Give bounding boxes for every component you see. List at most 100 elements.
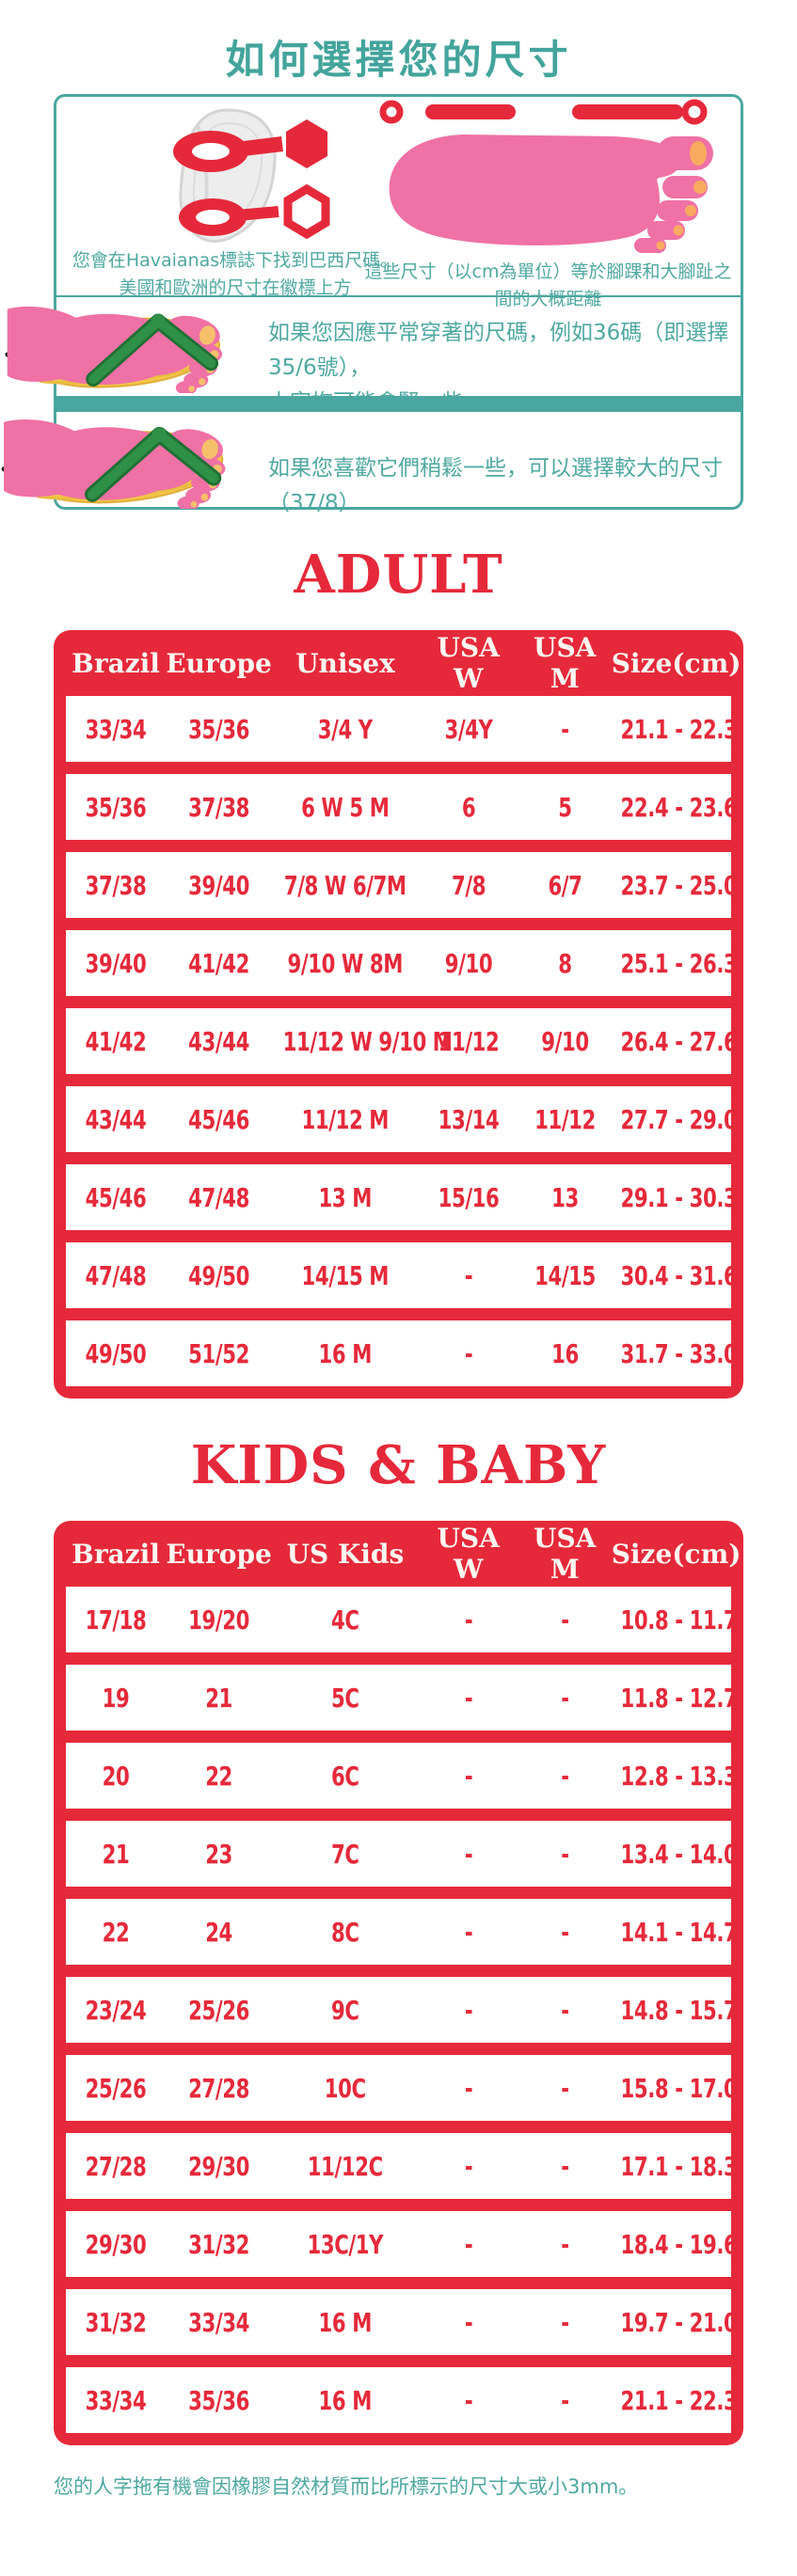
cell-usa-m: 16 — [550, 1337, 579, 1369]
cell-brazil: 22 — [102, 1916, 130, 1948]
table-row: 21 23 7C - - 13.4 - 14.0 — [66, 1821, 738, 1887]
kids-table-header: Brazil Europe US Kids USA W USA M Size(c… — [66, 1521, 741, 1587]
cell-usa-m: - — [561, 2384, 569, 2416]
cell-usa-m: 5 — [558, 791, 572, 823]
table-row: 47/48 49/50 14/15 M - 14/15 30.4 - 31.6 — [66, 1242, 738, 1308]
cell-size-cm: 30.4 - 31.6 — [620, 1259, 738, 1291]
cell-brazil: 43/44 — [85, 1103, 147, 1135]
table-row: 33/34 35/36 16 M - - 21.1 - 22.3 — [66, 2367, 737, 2433]
cell-usa-m: - — [561, 1916, 569, 1948]
cell-usa-w: 13/14 — [438, 1103, 500, 1135]
cell-usa-m: 14/15 — [534, 1259, 596, 1291]
cell-usa-m: 9/10 — [540, 1025, 589, 1057]
cell-europe: 22 — [205, 1760, 232, 1792]
cell-brazil: 25/26 — [85, 2072, 147, 2104]
cell-usa-w: - — [464, 2228, 473, 2260]
cell-europe: 43/44 — [188, 1025, 249, 1057]
cell-europe: 19/20 — [188, 1604, 249, 1636]
header-usa-w: USA W — [437, 1523, 500, 1585]
cell-europe: 35/36 — [188, 713, 249, 745]
table-row: 49/50 51/52 16 M - 16 31.7 - 33.0 — [66, 1320, 737, 1386]
cell-unisex: 11/12 W 9/10 M — [282, 1025, 453, 1057]
sole-magnifier-icon — [173, 108, 330, 243]
cell-usa-w: - — [464, 1337, 473, 1369]
cell-size-cm: 25.1 - 26.3 — [620, 947, 738, 979]
cell-usa-m: 13 — [550, 1181, 579, 1213]
header-usa-w: USA W — [437, 632, 500, 694]
cell-brazil: 21 — [102, 1838, 130, 1870]
table-row: 35/36 37/38 6 W 5 M 6 5 22.4 - 23.6 — [66, 774, 737, 840]
cell-brazil: 20 — [102, 1760, 130, 1792]
table-row: 29/30 31/32 13C/1Y - - 18.4 - 19.6 — [66, 2211, 737, 2277]
cell-europe: 24 — [205, 1916, 232, 1948]
cell-unisex: 13 M — [318, 1181, 373, 1213]
cell-usa-w: 15/16 — [438, 1181, 500, 1213]
how-to-choose-box: 您會在Havaianas標誌下找到巴西尺碼。 美國和歐洲的尺寸在徽標上方 這些尺… — [1, 94, 743, 515]
cell-size-cm: 17.1 - 18.3 — [620, 2150, 738, 2182]
cell-unisex: 9/10 W 8M — [287, 947, 404, 979]
header-brazil: Brazil — [72, 1538, 160, 1570]
divider-bar — [56, 396, 741, 412]
cell-europe: 21 — [205, 1682, 232, 1714]
cell-brazil: 23/24 — [85, 1994, 147, 2026]
sole-caption: 您會在Havaianas標誌下找到巴西尺碼。 美國和歐洲的尺寸在徽標上方 — [71, 247, 400, 303]
tight-fit-line1: 如果您因應平常穿著的尺碼，例如36碼（即選擇35/6號）， — [268, 321, 729, 380]
cell-usa-m: - — [561, 2228, 569, 2260]
table-row: 20 22 6C - - 12.8 - 13.3 — [66, 1743, 737, 1809]
cell-europe: 39/40 — [188, 869, 249, 901]
sole-caption-line2: 美國和歐洲的尺寸在徽標上方 — [119, 277, 352, 299]
table-row: 23/24 25/26 9C - - 14.8 - 15.7 — [66, 1977, 738, 2043]
cell-usa-m: - — [561, 1604, 569, 1636]
cell-size-cm: 27.7 - 29.0 — [620, 1103, 738, 1135]
cell-size-cm: 10.8 - 11.7 — [620, 1604, 738, 1636]
foot-measure-icon — [379, 99, 713, 253]
header-size-cm: Size(cm) — [611, 1538, 741, 1570]
table-row: 27/28 29/30 11/12C - - 17.1 - 18.3 — [66, 2133, 738, 2199]
cell-us-kids: 13C/1Y — [307, 2228, 384, 2260]
cell-usa-w: - — [464, 2384, 473, 2416]
foot-caption: 這些尺寸（以cm為單位）等於腳踝和大腳趾之間的大概距離 — [364, 261, 732, 310]
cell-europe: 45/46 — [188, 1103, 249, 1135]
cell-brazil: 31/32 — [85, 2306, 147, 2338]
cell-size-cm: 13.4 - 14.0 — [620, 1838, 738, 1870]
cell-size-cm: 14.8 - 15.7 — [620, 1994, 738, 2026]
cell-brazil: 37/38 — [85, 869, 147, 901]
cell-size-cm: 21.1 - 22.3 — [620, 713, 738, 745]
header-us-kids: US Kids — [286, 1538, 405, 1570]
cell-size-cm: 26.4 - 27.6 — [620, 1025, 738, 1057]
cell-usa-m: 8 — [558, 947, 572, 979]
table-row: 45/46 47/48 13 M 15/16 13 29.1 - 30.3 — [66, 1164, 737, 1230]
cell-us-kids: 8C — [331, 1916, 359, 1948]
cell-europe: 35/36 — [188, 2384, 249, 2416]
cell-europe: 25/26 — [188, 1994, 249, 2026]
cell-usa-m: - — [561, 1682, 569, 1714]
cell-brazil: 39/40 — [85, 947, 147, 979]
cell-usa-m: - — [561, 1838, 569, 1870]
cell-europe: 41/42 — [188, 947, 249, 979]
header-size-cm: Size(cm) — [611, 647, 741, 679]
cell-usa-w: 9/10 — [444, 947, 492, 979]
cell-europe: 47/48 — [188, 1181, 249, 1213]
cell-usa-m: - — [561, 2072, 569, 2104]
cell-usa-w: - — [464, 1994, 473, 2026]
cell-usa-w: - — [464, 1916, 473, 1948]
cell-europe: 49/50 — [188, 1259, 249, 1291]
kids-table-body: 17/18 19/20 4C - - 10.8 - 11.7 19 21 5C … — [66, 1587, 738, 2433]
cell-europe: 31/32 — [188, 2228, 249, 2260]
cell-unisex: 6 W 5 M — [301, 791, 390, 823]
cell-usa-m: - — [561, 2150, 569, 2182]
cell-unisex: 16 M — [318, 1337, 373, 1369]
foot-measurement-illustration — [367, 97, 734, 255]
cell-usa-w: 7/8 — [451, 869, 486, 901]
cell-brazil: 19 — [102, 1682, 130, 1714]
table-row: 17/18 19/20 4C - - 10.8 - 11.7 — [66, 1587, 738, 1652]
tight-fit-section: 如果您因應平常穿著的尺碼，例如36碼（即選擇35/6號）， 人字拖可能會緊一些 — [5, 297, 741, 415]
table-row: 39/40 41/42 9/10 W 8M 9/10 8 25.1 - 26.3 — [66, 930, 738, 996]
cell-brazil: 17/18 — [85, 1604, 147, 1636]
cell-us-kids: 9C — [331, 1994, 359, 2026]
cell-us-kids: 7C — [331, 1838, 359, 1870]
cell-usa-w: - — [464, 1604, 473, 1636]
adult-table-header: Brazil Europe Unisex USA W USA M Size(cm… — [66, 630, 741, 696]
cell-brazil: 49/50 — [85, 1337, 147, 1369]
